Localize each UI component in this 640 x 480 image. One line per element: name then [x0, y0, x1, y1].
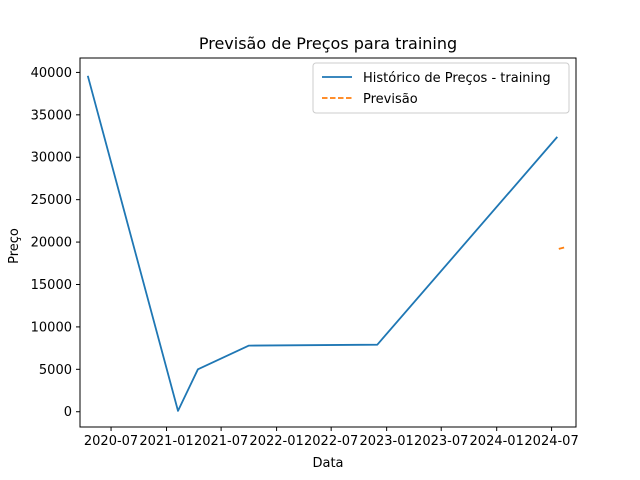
y-tick-label: 30000 — [31, 151, 72, 166]
plot-area — [86, 75, 566, 412]
x-tick-label: 2021-01 — [139, 434, 193, 449]
y-tick-label: 5000 — [39, 363, 72, 378]
legend: Histórico de Preços - training Previsão — [312, 62, 570, 114]
y-axis: 0 5000 10000 15000 20000 25000 30000 35000 40000 — [31, 66, 80, 420]
y-tick-label: 0 — [64, 405, 72, 420]
legend-box — [312, 62, 570, 114]
legend-label: Histórico de Preços - training — [363, 71, 551, 86]
chart-title: Previsão de Preços para training — [199, 34, 457, 53]
x-tick-label: 2022-01 — [249, 434, 303, 449]
axes-frame — [79, 57, 577, 428]
x-axis-label: Data — [312, 456, 343, 471]
x-tick-label: 2022-07 — [304, 434, 358, 449]
y-tick-label: 25000 — [31, 193, 72, 208]
x-tick-label: 2020-07 — [84, 434, 138, 449]
x-tick-label: 2024-07 — [524, 434, 578, 449]
series-line-1 — [86, 75, 558, 412]
legend-label: Previsão — [363, 92, 418, 107]
y-axis-label: Preço — [7, 228, 22, 264]
x-tick-label: 2021-07 — [194, 434, 248, 449]
y-tick-label: 15000 — [31, 278, 72, 293]
y-tick-label: 20000 — [31, 236, 72, 251]
y-tick-label: 40000 — [31, 66, 72, 81]
y-tick-label: 35000 — [31, 108, 72, 123]
x-axis: 2020-07 2021-01 2021-07 2022-01 2022-07 2023-… — [84, 427, 579, 449]
x-tick-label: 2023-01 — [359, 434, 413, 449]
y-tick-label: 10000 — [31, 320, 72, 335]
x-tick-label: 2023-07 — [414, 434, 468, 449]
x-tick-label: 2024-01 — [470, 434, 524, 449]
series-line-2 — [558, 246, 566, 250]
